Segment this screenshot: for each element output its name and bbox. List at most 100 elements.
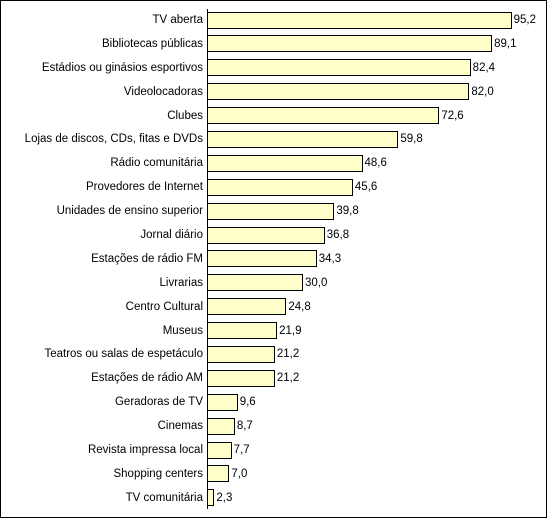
bar-label: Estações de rádio FM [5,253,207,265]
bar [207,442,232,459]
bar-value: 95,2 [512,12,536,29]
bar-value: 82,4 [471,59,495,76]
chart-row: Museus 21,9 [5,320,536,342]
bar-value: 30,0 [303,274,327,291]
chart-row: Revista impressa local 7,7 [5,439,536,461]
bar [207,131,398,148]
bar-label: Estações de rádio AM [5,372,207,384]
bar-value: 48,6 [363,155,387,172]
chart-row: Livrarias 30,0 [5,272,536,294]
chart-row: Geradoras de TV 9,6 [5,391,536,413]
bar-zone: 36,8 [207,227,536,244]
bar-value: 8,7 [235,418,253,435]
bar-label: Clubes [5,110,207,122]
bar-label: Bibliotecas públicas [5,38,207,50]
bar-label: Cinemas [5,420,207,432]
bar-value: 21,2 [275,370,299,387]
bar-label: Provedores de Internet [5,181,207,193]
bar-zone: 95,2 [207,12,536,29]
chart-row: Cinemas 8,7 [5,415,536,437]
bar-label: Videolocadoras [5,86,207,98]
bar [207,274,303,291]
chart-row: Estações de rádio FM 34,3 [5,248,536,270]
bar-zone: 7,0 [207,465,536,482]
bar-zone: 72,6 [207,107,536,124]
bar-value: 89,1 [492,35,516,52]
bar-label: Livrarias [5,277,207,289]
bar-label: Museus [5,325,207,337]
chart-row: Shopping centers 7,0 [5,463,536,485]
bar-label: Centro Cultural [5,301,207,313]
bar-zone: 89,1 [207,35,536,52]
bar-zone: 82,0 [207,83,536,100]
bar-value: 9,6 [238,394,256,411]
bar [207,155,363,172]
chart-row: Estádios ou ginásios esportivos 82,4 [5,57,536,79]
bar [207,322,277,339]
bar-zone: 9,6 [207,394,536,411]
bar-zone: 21,9 [207,322,536,339]
bar-value: 21,2 [275,346,299,363]
bar [207,370,275,387]
bar-label: Rádio comunitária [5,157,207,169]
bar-value: 21,9 [277,322,301,339]
bar-value: 24,8 [286,298,310,315]
chart-row: Jornal diário36,8 [5,224,536,246]
bar [207,35,492,52]
bar-zone: 34,3 [207,250,536,267]
bar-value: 36,8 [325,227,349,244]
bar-value: 82,0 [469,83,493,100]
chart-row: Teatros ou salas de espetáculo 21,2 [5,343,536,365]
bar-zone: 45,6 [207,179,536,196]
bar-zone: 82,4 [207,59,536,76]
bar-chart: TV aberta 95,2 Bibliotecas públicas 89,1 Est… [0,0,547,518]
bar-label: Shopping centers [5,468,207,480]
bar [207,394,238,411]
bar-zone: 21,2 [207,370,536,387]
bar-zone: 24,8 [207,298,536,315]
bar [207,83,469,100]
bar [207,59,471,76]
bar-zone: 48,6 [207,155,536,172]
chart-row: Clubes 72,6 [5,105,536,127]
bar-value: 7,0 [229,465,247,482]
bar [207,12,512,29]
bar-value: 72,6 [439,107,463,124]
bar [207,346,275,363]
bar-label: TV aberta [5,14,207,26]
bar [207,489,214,506]
bar-label: TV comunitária [5,492,207,504]
bar [207,298,286,315]
chart-row: Rádio comunitária 48,6 [5,152,536,174]
chart-area: TV aberta 95,2 Bibliotecas públicas 89,1 Est… [5,9,536,509]
bar-zone: 30,0 [207,274,536,291]
bar-label: Revista impressa local [5,444,207,456]
bar-value: 39,8 [334,203,358,220]
chart-row: TV comunitária2,3 [5,487,536,509]
bar [207,227,325,244]
chart-row: TV aberta 95,2 [5,9,536,31]
bar-label: Unidades de ensino superior [5,205,207,217]
chart-row: Centro Cultural 24,8 [5,296,536,318]
bar [207,465,229,482]
bar-zone: 8,7 [207,418,536,435]
bar [207,250,317,267]
bar [207,179,353,196]
bar-zone: 39,8 [207,203,536,220]
bar-label: Geradoras de TV [5,396,207,408]
bar-zone: 2,3 [207,489,536,506]
bar-value: 59,8 [398,131,422,148]
bar [207,203,334,220]
bar-value: 7,7 [232,442,250,459]
bar-value: 45,6 [353,179,377,196]
bar [207,418,235,435]
bar-label: Teatros ou salas de espetáculo [5,348,207,360]
bar [207,107,439,124]
chart-row: Estações de rádio AM 21,2 [5,367,536,389]
chart-row: Bibliotecas públicas 89,1 [5,33,536,55]
bar-label: Estádios ou ginásios esportivos [5,62,207,74]
chart-row: Videolocadoras 82,0 [5,81,536,103]
chart-row: Provedores de Internet 45,6 [5,176,536,198]
bar-value: 34,3 [317,250,341,267]
bar-zone: 7,7 [207,442,536,459]
